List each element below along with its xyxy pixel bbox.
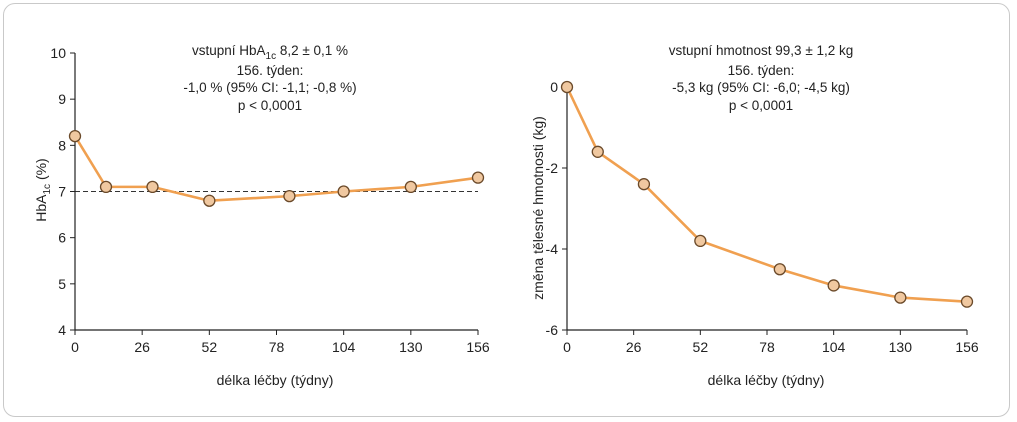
data-point <box>404 180 417 194</box>
annotation-line-2: 156. týden: <box>728 63 795 78</box>
data-point <box>68 129 82 143</box>
x-tick-label: 130 <box>889 339 913 355</box>
x-tick-label: 0 <box>563 339 571 355</box>
x-tick-label: 26 <box>134 339 150 355</box>
y-tick-label: -6 <box>546 322 559 338</box>
data-point <box>560 80 574 94</box>
x-tick-label: 52 <box>202 339 218 355</box>
data-point <box>960 295 974 308</box>
x-axis-label: délka léčby (týdny) <box>708 372 825 388</box>
figure-frame <box>3 3 1010 417</box>
y-axis-label: HbA1c (%) <box>33 158 53 221</box>
annotation-line-3: -5,3 kg (95% CI: -6,0; -4,5 kg) <box>672 80 850 95</box>
data-point <box>694 234 707 248</box>
y-tick-label: 8 <box>58 137 66 153</box>
y-tick-label: 7 <box>58 184 66 200</box>
x-tick-label: 0 <box>71 339 79 355</box>
data-point <box>283 189 296 203</box>
data-point <box>591 145 604 158</box>
y-tick-label: 4 <box>58 322 66 338</box>
x-tick-label: 156 <box>466 339 490 355</box>
y-tick-label: 10 <box>50 45 66 61</box>
data-point <box>637 178 651 191</box>
data-point <box>146 180 159 194</box>
y-axis-label: změna tělesné hmotnosti (kg) <box>530 116 546 300</box>
annotation-line-4: p < 0,0001 <box>729 98 793 113</box>
y-tick-label: -4 <box>546 241 559 257</box>
weight-change-chart: 0 26 52 78 104 130 156 0 -2 -4 -6 vstupní hmotnos… <box>530 43 979 388</box>
x-tick-label: 156 <box>955 339 979 355</box>
series-line <box>73 135 479 203</box>
x-tick-label: 78 <box>269 339 285 355</box>
annotation-line-1: vstupní HbA1c 8,2 ± 0,1 % <box>192 43 348 62</box>
annotation-line-3: -1,0 % (95% CI: -1,1; -0,8 %) <box>183 80 356 95</box>
annotation-line-2: 156. týden: <box>237 63 304 78</box>
y-tick-label: 5 <box>58 276 66 292</box>
x-tick-label: 104 <box>332 339 356 355</box>
x-axis-label: délka léčby (týdny) <box>217 372 334 388</box>
data-point <box>827 279 840 292</box>
data-point <box>99 180 113 194</box>
annotation-line-1: vstupní hmotnost 99,3 ± 1,2 kg <box>669 43 854 58</box>
data-point <box>203 194 216 207</box>
hba1c-chart: 0 26 52 78 104 130 156 10 9 8 7 6 5 4 vstupní HbA1c … <box>33 43 490 388</box>
x-tick-label: 52 <box>693 339 709 355</box>
data-point <box>894 291 907 304</box>
y-tick-label: -2 <box>546 160 559 176</box>
y-tick-label: 0 <box>550 79 558 95</box>
x-tick-label: 78 <box>759 339 775 355</box>
x-tick-label: 130 <box>399 339 423 355</box>
data-point <box>471 171 485 184</box>
annotation-line-4: p < 0,0001 <box>238 98 302 113</box>
y-tick-label: 9 <box>58 91 66 107</box>
data-point <box>337 185 350 198</box>
y-tick-label: 6 <box>58 230 66 246</box>
data-point <box>773 263 786 276</box>
x-tick-label: 26 <box>626 339 642 355</box>
series-line <box>565 86 968 303</box>
x-tick-label: 104 <box>822 339 846 355</box>
